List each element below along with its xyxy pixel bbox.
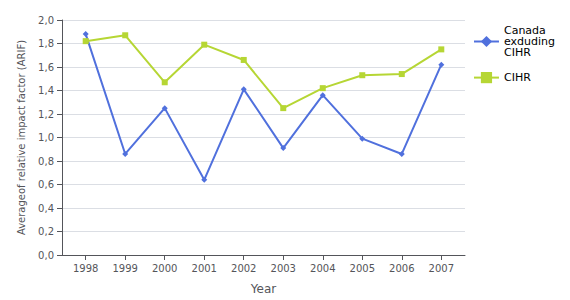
svg-text:2006: 2006 — [389, 263, 414, 274]
svg-text:2003: 2003 — [271, 263, 296, 274]
svg-text:Canada: Canada — [504, 24, 546, 37]
svg-text:CIHR: CIHR — [504, 46, 531, 59]
svg-text:0,2: 0,2 — [38, 226, 54, 237]
svg-text:0,6: 0,6 — [38, 179, 54, 190]
svg-text:2000: 2000 — [152, 263, 177, 274]
svg-text:2007: 2007 — [429, 263, 454, 274]
svg-text:0,4: 0,4 — [38, 203, 54, 214]
svg-text:Year: Year — [250, 282, 276, 296]
svg-text:1998: 1998 — [73, 263, 98, 274]
svg-text:1,6: 1,6 — [38, 62, 54, 73]
svg-text:0,8: 0,8 — [38, 156, 54, 167]
svg-text:2004: 2004 — [310, 263, 335, 274]
svg-text:1,4: 1,4 — [38, 85, 54, 96]
svg-text:Averageof relative impact fact: Averageof relative impact factor (ARIF) — [16, 40, 27, 235]
svg-text:2001: 2001 — [192, 263, 217, 274]
svg-text:1,8: 1,8 — [38, 38, 54, 49]
svg-text:0,0: 0,0 — [38, 250, 54, 261]
svg-text:2,0: 2,0 — [38, 15, 54, 26]
svg-text:exduding: exduding — [504, 35, 555, 48]
svg-text:1,0: 1,0 — [38, 132, 54, 143]
svg-text:2002: 2002 — [231, 263, 256, 274]
svg-text:1999: 1999 — [112, 263, 137, 274]
svg-text:CIHR: CIHR — [504, 71, 531, 84]
svg-text:1,2: 1,2 — [38, 109, 54, 120]
svg-text:2005: 2005 — [350, 263, 375, 274]
